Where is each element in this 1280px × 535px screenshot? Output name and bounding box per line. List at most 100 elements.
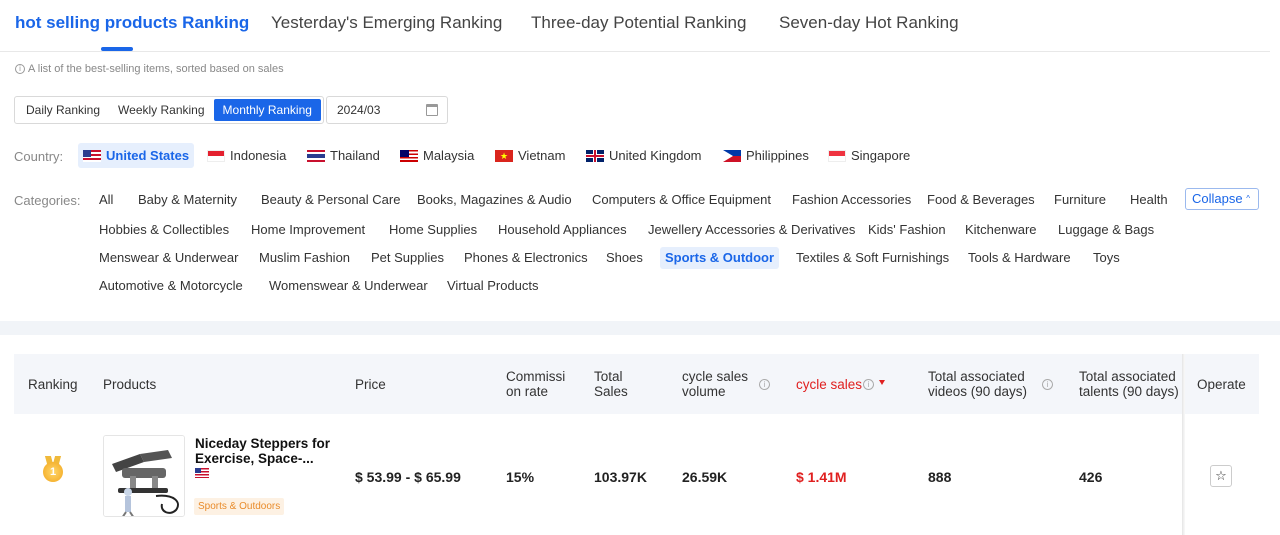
category-pet-supplies[interactable]: Pet Supplies	[371, 250, 444, 265]
description-text: A list of the best-selling items, sorted…	[28, 63, 284, 75]
talents-cell: 426	[1079, 469, 1103, 485]
header-cycle-volume[interactable]: cycle sales volume	[682, 369, 749, 399]
country-philippines[interactable]: Philippines	[718, 143, 814, 168]
uk-flag-icon	[586, 149, 604, 162]
info-icon: i	[759, 379, 770, 390]
category-tools-hardware[interactable]: Tools & Hardware	[968, 250, 1071, 265]
category-muslim-fashion[interactable]: Muslim Fashion	[259, 250, 351, 265]
tab-three-day-potential[interactable]: Three-day Potential Ranking	[531, 13, 747, 32]
country-label-text: Singapore	[851, 148, 911, 163]
product-category-tag: Sports & Outdoors	[194, 498, 285, 515]
category-womenswear[interactable]: Womenswear & Underwear	[269, 278, 428, 293]
price-cell: $ 53.99 - $ 65.99	[355, 469, 461, 485]
daily-ranking-button[interactable]: Daily Ranking	[26, 103, 101, 117]
header-ranking: Ranking	[28, 377, 78, 392]
header-videos[interactable]: Total associated videos (90 days)	[928, 369, 1028, 399]
category-automotive[interactable]: Automotive & Motorcycle	[99, 278, 243, 293]
product-image[interactable]	[103, 435, 185, 517]
category-virtual-products[interactable]: Virtual Products	[447, 278, 539, 293]
indonesia-flag-icon	[207, 149, 225, 162]
category-hobbies-collectibles[interactable]: Hobbies & Collectibles	[99, 222, 230, 237]
product-name[interactable]: Niceday Steppers for Exercise, Space-...	[195, 436, 331, 466]
info-icon: i	[1042, 379, 1053, 390]
vietnam-flag-icon: ★	[495, 149, 513, 162]
category-home-supplies[interactable]: Home Supplies	[389, 222, 478, 237]
country-united-kingdom[interactable]: United Kingdom	[581, 143, 707, 168]
period-selector: Daily Ranking Weekly Ranking Monthly Ran…	[14, 96, 324, 124]
country-vietnam[interactable]: ★ Vietnam	[490, 143, 570, 168]
country-indonesia[interactable]: Indonesia	[202, 143, 291, 168]
cycle-volume-cell: 26.59K	[682, 469, 728, 485]
country-label-text: Thailand	[330, 148, 380, 163]
weekly-ranking-button[interactable]: Weekly Ranking	[118, 103, 205, 117]
category-baby-maternity[interactable]: Baby & Maternity	[138, 192, 237, 207]
country-united-states[interactable]: United States	[78, 143, 195, 168]
rank-number: 1	[43, 462, 63, 482]
category-phones-electronics[interactable]: Phones & Electronics	[464, 250, 588, 265]
category-luggage-bags[interactable]: Luggage & Bags	[1058, 222, 1155, 237]
category-computers-office[interactable]: Computers & Office Equipment	[592, 192, 771, 207]
header-total-sales[interactable]: Total Sales	[594, 369, 628, 399]
us-flag-icon	[195, 468, 209, 478]
country-label-text: Vietnam	[518, 148, 566, 163]
category-sports-outdoor[interactable]: Sports & Outdoor	[660, 247, 780, 269]
cycle-sales-cell: $ 1.41M	[796, 469, 847, 485]
category-kids-fashion[interactable]: Kids' Fashion	[868, 222, 946, 237]
tab-seven-day-hot[interactable]: Seven-day Hot Ranking	[779, 13, 959, 32]
country-label-text: Philippines	[746, 148, 809, 163]
category-all[interactable]: All	[99, 192, 114, 207]
info-icon: i	[15, 64, 25, 74]
thailand-flag-icon	[307, 149, 325, 162]
sort-desc-icon[interactable]	[879, 380, 885, 385]
month-picker[interactable]: 2024/03	[326, 96, 448, 124]
ranking-tabs: hot selling products Ranking Yesterday's…	[0, 0, 1270, 52]
country-label-text: Indonesia	[230, 148, 287, 163]
country-thailand[interactable]: Thailand	[302, 143, 385, 168]
calendar-icon	[426, 104, 438, 116]
category-jewellery[interactable]: Jewellery Accessories & Derivatives	[648, 222, 856, 237]
country-singapore[interactable]: Singapore	[823, 143, 915, 168]
country-label-text: United Kingdom	[609, 148, 702, 163]
favorite-button[interactable]: ☆	[1210, 465, 1232, 487]
tab-yesterday-emerging[interactable]: Yesterday's Emerging Ranking	[271, 13, 503, 32]
monthly-ranking-button[interactable]: Monthly Ranking	[213, 99, 321, 121]
category-home-improvement[interactable]: Home Improvement	[251, 222, 366, 237]
header-price[interactable]: Price	[355, 377, 386, 392]
malaysia-flag-icon	[400, 149, 418, 162]
singapore-flag-icon	[828, 149, 846, 162]
header-cycle-sales[interactable]: cycle sales	[796, 377, 863, 392]
header-commission[interactable]: Commissi on rate	[506, 369, 566, 399]
ranking-description: i A list of the best-selling items, sort…	[15, 63, 284, 75]
rank-medal-icon: 1	[42, 456, 64, 482]
category-household-appliances[interactable]: Household Appliances	[498, 222, 627, 237]
category-health[interactable]: Health	[1130, 192, 1168, 207]
category-menswear[interactable]: Menswear & Underwear	[99, 250, 239, 265]
philippines-flag-icon	[723, 149, 741, 162]
month-value: 2024/03	[337, 103, 381, 117]
category-furniture[interactable]: Furniture	[1054, 192, 1107, 207]
country-label: Country:	[14, 149, 64, 164]
category-books-magazines-audio[interactable]: Books, Magazines & Audio	[417, 192, 572, 207]
stepper-product-image	[104, 436, 184, 516]
info-icon: i	[863, 379, 874, 390]
collapse-button[interactable]: Collapse ^	[1185, 188, 1259, 210]
us-flag-icon	[83, 149, 101, 162]
header-talents[interactable]: Total associated talents (90 days)	[1079, 369, 1179, 399]
category-fashion-accessories[interactable]: Fashion Accessories	[792, 192, 912, 207]
star-icon: ☆	[1215, 468, 1227, 483]
collapse-label: Collapse	[1192, 191, 1243, 206]
category-shoes[interactable]: Shoes	[606, 250, 643, 265]
category-toys[interactable]: Toys	[1093, 250, 1120, 265]
section-divider	[0, 321, 1280, 335]
commission-cell: 15%	[506, 469, 535, 485]
country-malaysia[interactable]: Malaysia	[395, 143, 479, 168]
chevron-up-icon: ^	[1246, 194, 1250, 203]
category-food-beverages[interactable]: Food & Beverages	[927, 192, 1035, 207]
category-kitchenware[interactable]: Kitchenware	[965, 222, 1037, 237]
categories-label: Categories:	[14, 193, 81, 208]
category-beauty-personal-care[interactable]: Beauty & Personal Care	[261, 192, 401, 207]
tab-hot-selling[interactable]: hot selling products Ranking	[15, 13, 250, 32]
column-divider	[1182, 354, 1185, 535]
country-label-text: Malaysia	[423, 148, 475, 163]
category-textiles[interactable]: Textiles & Soft Furnishings	[796, 250, 950, 265]
